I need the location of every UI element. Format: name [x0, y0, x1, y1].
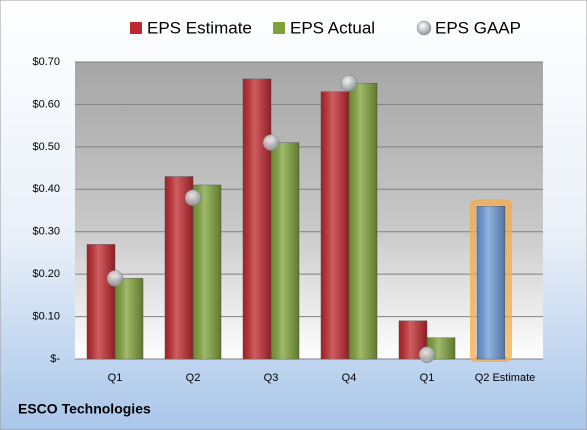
x-tick-label: Q1: [420, 372, 435, 384]
gaap-marker: [262, 134, 280, 151]
legend-label: EPS Estimate: [147, 18, 252, 37]
bar: [270, 142, 300, 360]
x-tick-label: Q1: [108, 372, 123, 384]
legend-label: EPS GAAP: [435, 18, 521, 37]
legend-label: EPS Actual: [290, 18, 375, 37]
bar: [320, 91, 350, 360]
bar: [114, 278, 144, 360]
y-tick-label: $0.10: [32, 310, 60, 322]
gaap-marker: [340, 74, 358, 92]
y-tick-label: $0.20: [32, 268, 60, 280]
bar: [192, 184, 222, 360]
y-tick-label: $0.70: [32, 56, 60, 68]
y-tick-label: $0.50: [32, 141, 60, 153]
x-tick-label: Q4: [342, 372, 357, 384]
bar: [348, 82, 378, 360]
legend-marker: [273, 22, 285, 34]
y-tick-label: $-: [50, 353, 60, 365]
legend-marker: [416, 20, 432, 36]
gaap-marker: [106, 270, 124, 287]
legend-marker: [130, 22, 142, 34]
footer: ESCO Technologies: [18, 401, 151, 417]
x-tick-label: Q2: [186, 372, 201, 384]
x-tick-label: Q3: [264, 372, 279, 384]
plot-area: [75, 62, 543, 359]
bar: [86, 244, 116, 360]
bar: [242, 78, 272, 360]
bar: [476, 206, 506, 360]
y-tick-label: $0.60: [32, 98, 60, 110]
gaap-marker: [418, 346, 436, 364]
y-tick-label: $0.40: [32, 183, 60, 195]
x-tick-label: Q2 Estimate: [475, 372, 536, 384]
y-tick-label: $0.30: [32, 226, 60, 238]
gaap-marker: [184, 189, 202, 207]
